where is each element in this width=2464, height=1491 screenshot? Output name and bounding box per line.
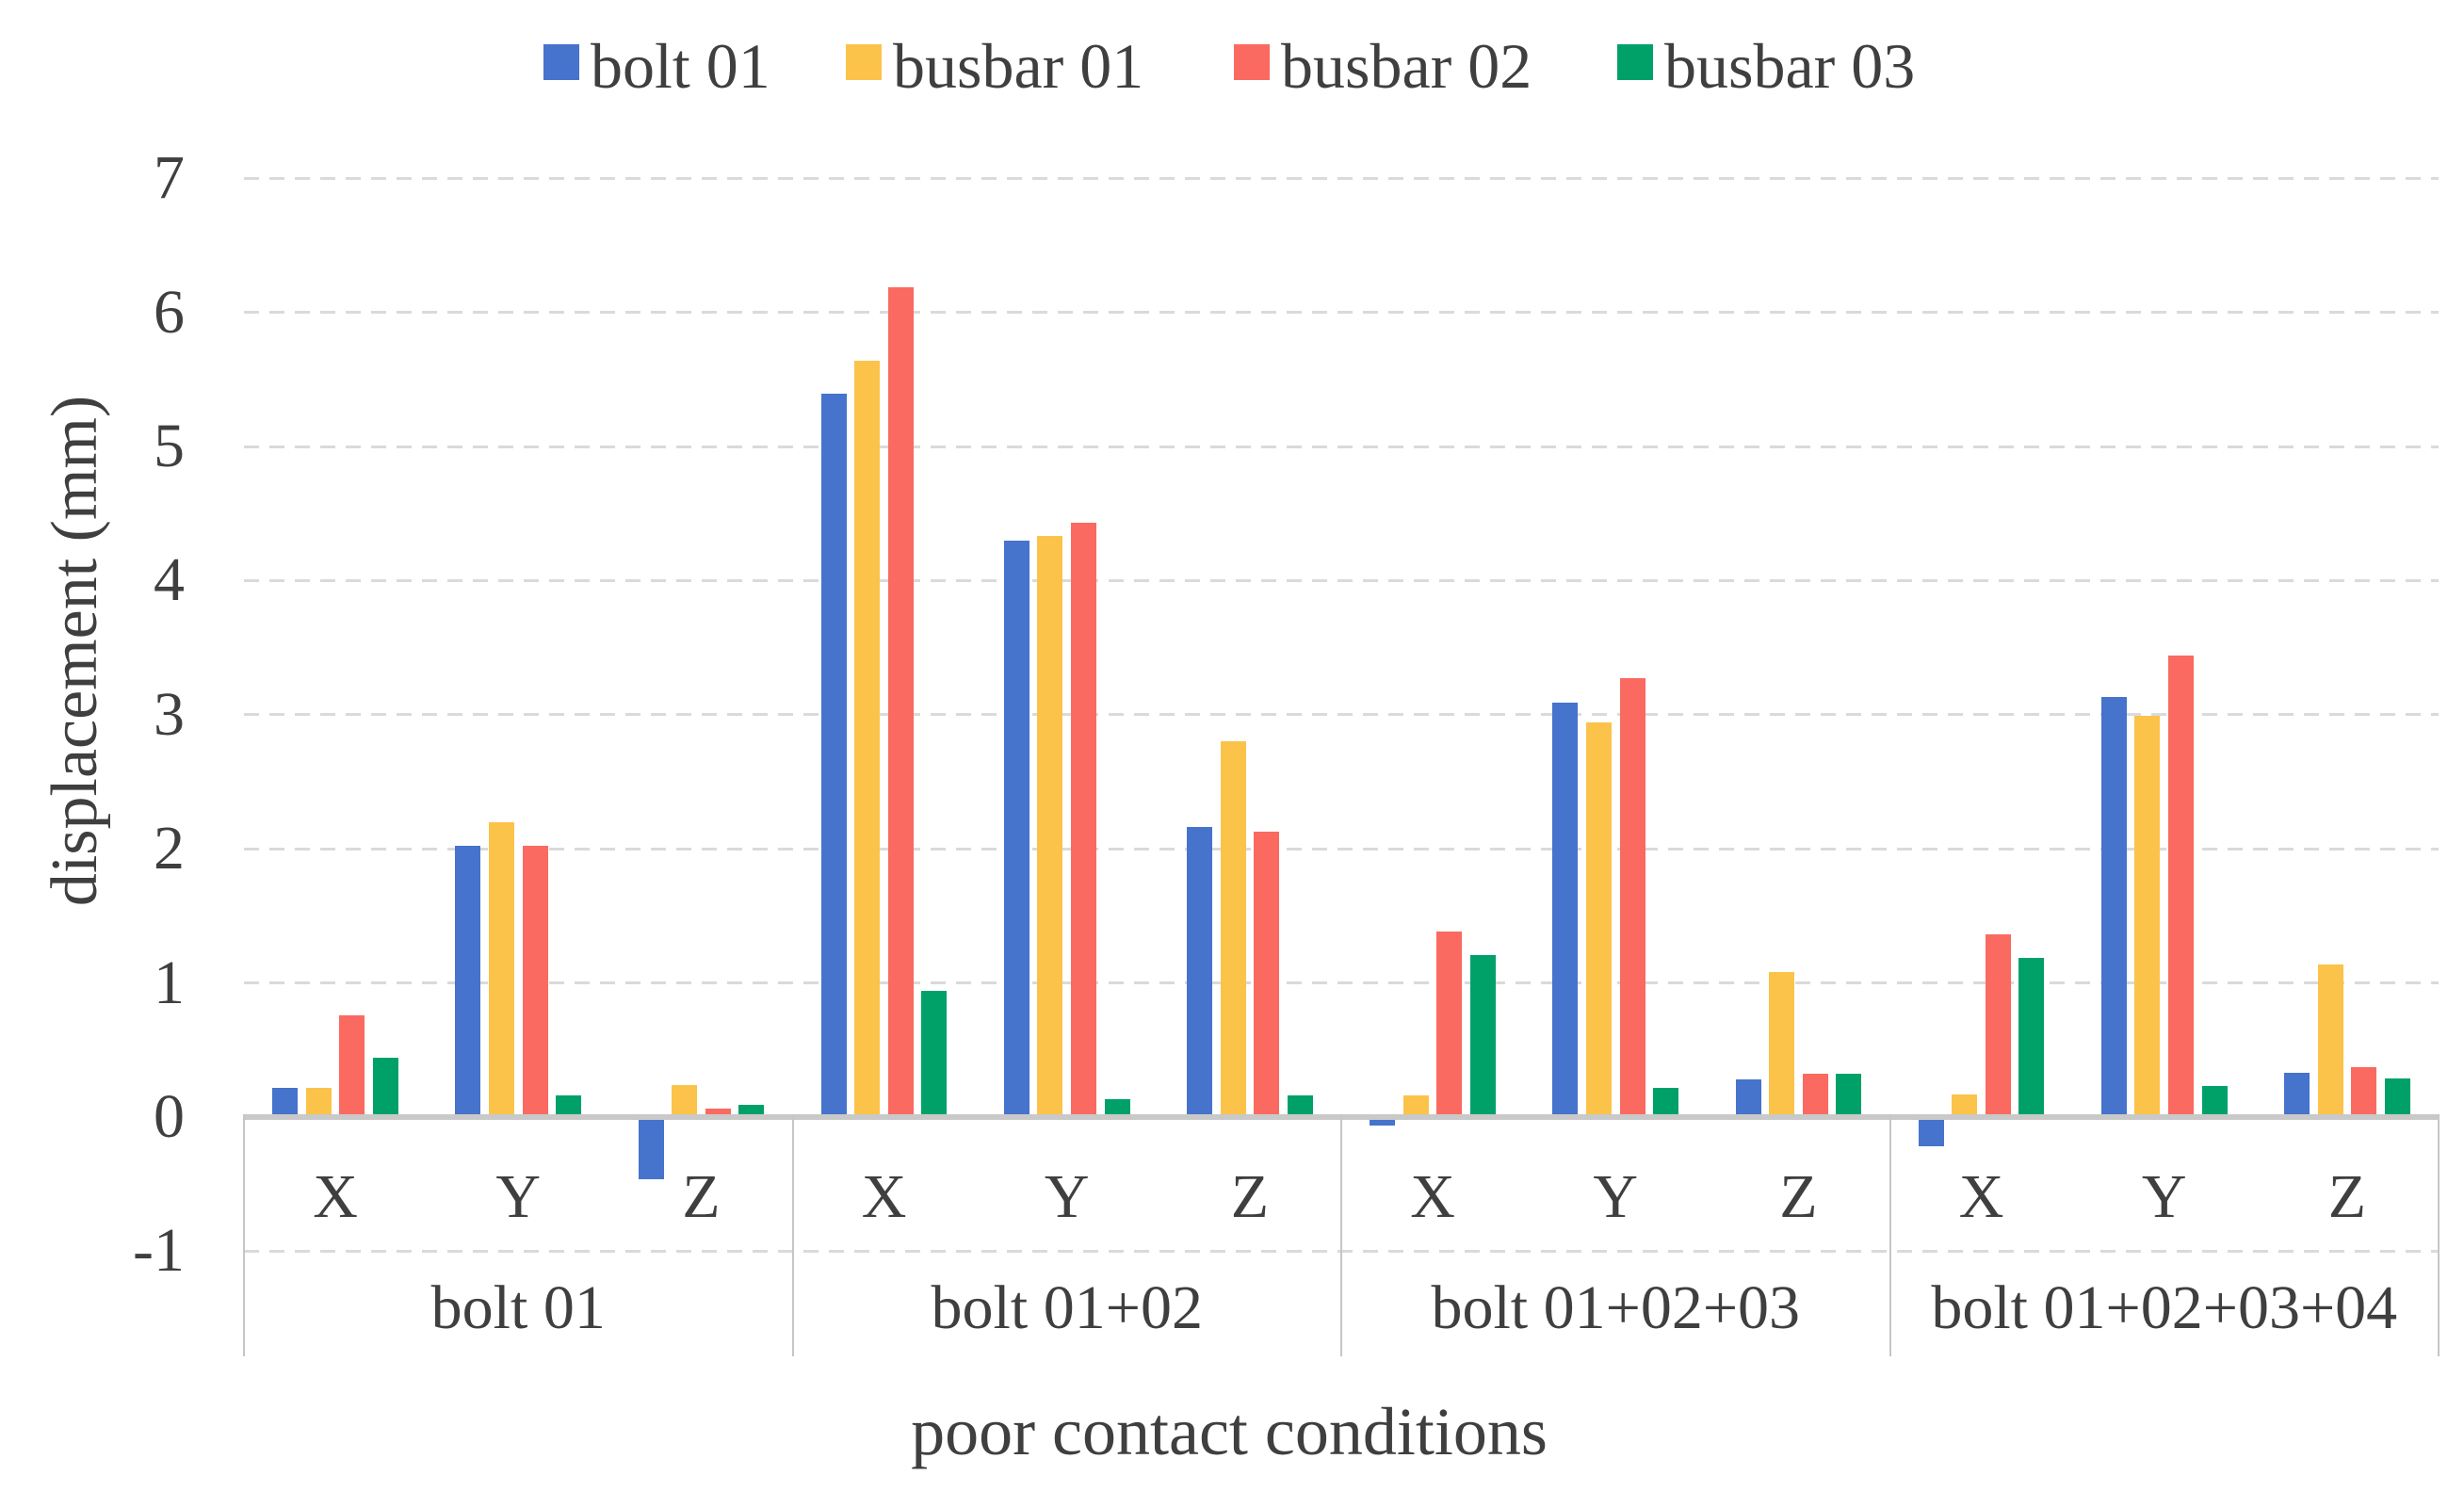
group-label: bolt 01	[430, 1273, 606, 1342]
category-separator	[1889, 1114, 1891, 1356]
subcategory-label: Y	[1044, 1162, 1090, 1231]
bar-busbar03-g0-Y	[556, 1095, 582, 1114]
subcategory-label: Y	[2141, 1162, 2187, 1231]
group-label: bolt 01+02	[931, 1273, 1203, 1342]
gridline	[244, 847, 2439, 851]
y-tick-label: 0	[154, 1082, 185, 1151]
bar-bolt01-g2-X	[1370, 1120, 1396, 1126]
bar-busbar02-g0-Y	[522, 846, 548, 1114]
y-tick-label: 2	[154, 814, 185, 883]
legend-label: bolt 01	[591, 30, 770, 102]
bar-busbar02-g1-Z	[1254, 831, 1280, 1114]
bar-busbar03-g0-X	[372, 1058, 398, 1114]
bar-busbar01-g3-X	[1952, 1094, 1978, 1114]
y-tick-label: 5	[154, 412, 185, 480]
gridline	[244, 176, 2439, 180]
category-separator	[243, 1114, 245, 1356]
bar-bolt01-g1-Y	[1003, 540, 1029, 1114]
bar-busbar02-g1-Y	[1071, 523, 1097, 1114]
bar-busbar01-g2-X	[1402, 1095, 1429, 1114]
x-axis-title: poor contact conditions	[911, 1394, 1548, 1469]
gridline	[244, 445, 2439, 448]
bar-busbar02-g2-Z	[1802, 1074, 1828, 1114]
bar-busbar01-g0-X	[305, 1087, 332, 1114]
bar-bolt01-g3-X	[1918, 1120, 1944, 1147]
bar-busbar03-g0-Z	[738, 1105, 765, 1114]
bar-busbar03-g2-Y	[1653, 1087, 1679, 1114]
bar-busbar01-g0-Z	[672, 1084, 698, 1114]
legend-swatch-busbar03	[1617, 44, 1653, 80]
bar-busbar02-g2-X	[1436, 932, 1463, 1114]
bar-busbar01-g0-Y	[488, 821, 514, 1114]
gridline	[244, 311, 2439, 315]
bar-bolt01-g1-Z	[1187, 827, 1213, 1114]
group-label: bolt 01+02+03	[1431, 1273, 1801, 1342]
subcategory-label: Z	[1230, 1162, 1270, 1231]
subcategory-label: X	[313, 1162, 358, 1231]
subcategory-label: Z	[682, 1162, 721, 1231]
category-separator	[2438, 1114, 2440, 1356]
subcategory-label: X	[1958, 1162, 2004, 1231]
y-tick-label: 6	[154, 277, 185, 347]
subcategory-label: Y	[495, 1162, 542, 1231]
bar-busbar02-g2-Y	[1619, 678, 1645, 1114]
legend-label: busbar 02	[1281, 30, 1532, 102]
bar-bolt01-g3-Z	[2284, 1073, 2310, 1114]
bar-busbar01-g3-Z	[2317, 964, 2343, 1114]
bar-busbar03-g3-X	[2018, 957, 2045, 1114]
legend-swatch-bolt01	[543, 44, 579, 80]
bar-busbar03-g1-Z	[1287, 1095, 1313, 1114]
bar-busbar03-g3-Z	[2384, 1078, 2410, 1114]
bar-busbar03-g2-Z	[1836, 1074, 1862, 1114]
legend-swatch-busbar02	[1234, 44, 1270, 80]
bar-busbar01-g2-Z	[1769, 972, 1795, 1114]
y-tick-label: 7	[154, 143, 185, 213]
subcategory-label: X	[861, 1162, 907, 1231]
legend-label: busbar 03	[1664, 30, 1916, 102]
subcategory-label: X	[1410, 1162, 1455, 1231]
y-tick-label: 4	[154, 545, 185, 615]
gridline	[244, 713, 2439, 717]
bar-bolt01-g0-Y	[455, 846, 481, 1114]
bar-bolt01-g1-X	[820, 394, 847, 1114]
gridline	[244, 578, 2439, 582]
bar-busbar02-g3-Z	[2351, 1067, 2377, 1114]
subcategory-label: Z	[1779, 1162, 1818, 1231]
legend-swatch-busbar01	[846, 44, 882, 80]
bar-bolt01-g0-X	[272, 1087, 299, 1114]
bar-busbar01-g1-Y	[1037, 536, 1063, 1114]
bar-busbar01-g1-X	[854, 360, 881, 1114]
y-tick-label: 1	[154, 948, 185, 1017]
y-tick-label: -1	[133, 1216, 185, 1286]
category-separator	[1340, 1114, 1342, 1356]
bar-busbar01-g2-Y	[1585, 722, 1612, 1114]
bar-busbar02-g3-Y	[2168, 656, 2195, 1114]
bar-busbar03-g2-X	[1469, 954, 1496, 1114]
bar-bolt01-g0-Z	[638, 1120, 664, 1179]
bar-busbar03-g1-X	[921, 991, 948, 1114]
subcategory-label: Z	[2327, 1162, 2367, 1231]
subcategory-label: Y	[1593, 1162, 1639, 1231]
gridline	[244, 981, 2439, 985]
bar-busbar03-g3-Y	[2201, 1086, 2228, 1114]
category-separator	[791, 1114, 794, 1356]
bar-busbar02-g0-X	[339, 1014, 365, 1114]
group-label: bolt 01+02+03+04	[1931, 1273, 2398, 1342]
bar-busbar02-g3-X	[1985, 934, 2011, 1114]
bar-bolt01-g2-Z	[1735, 1079, 1761, 1114]
bar-busbar01-g3-Y	[2134, 716, 2161, 1114]
y-tick-label: 3	[154, 679, 185, 749]
bar-busbar02-g0-Z	[705, 1109, 731, 1114]
bar-busbar01-g1-Z	[1220, 741, 1246, 1114]
bar-busbar02-g1-X	[887, 286, 914, 1114]
y-axis-title: displacement (mm)	[39, 395, 111, 907]
bar-busbar03-g1-Y	[1104, 1099, 1130, 1114]
bar-bolt01-g3-Y	[2100, 697, 2127, 1114]
bar-bolt01-g2-Y	[1552, 702, 1579, 1114]
legend-label: busbar 01	[893, 30, 1144, 102]
